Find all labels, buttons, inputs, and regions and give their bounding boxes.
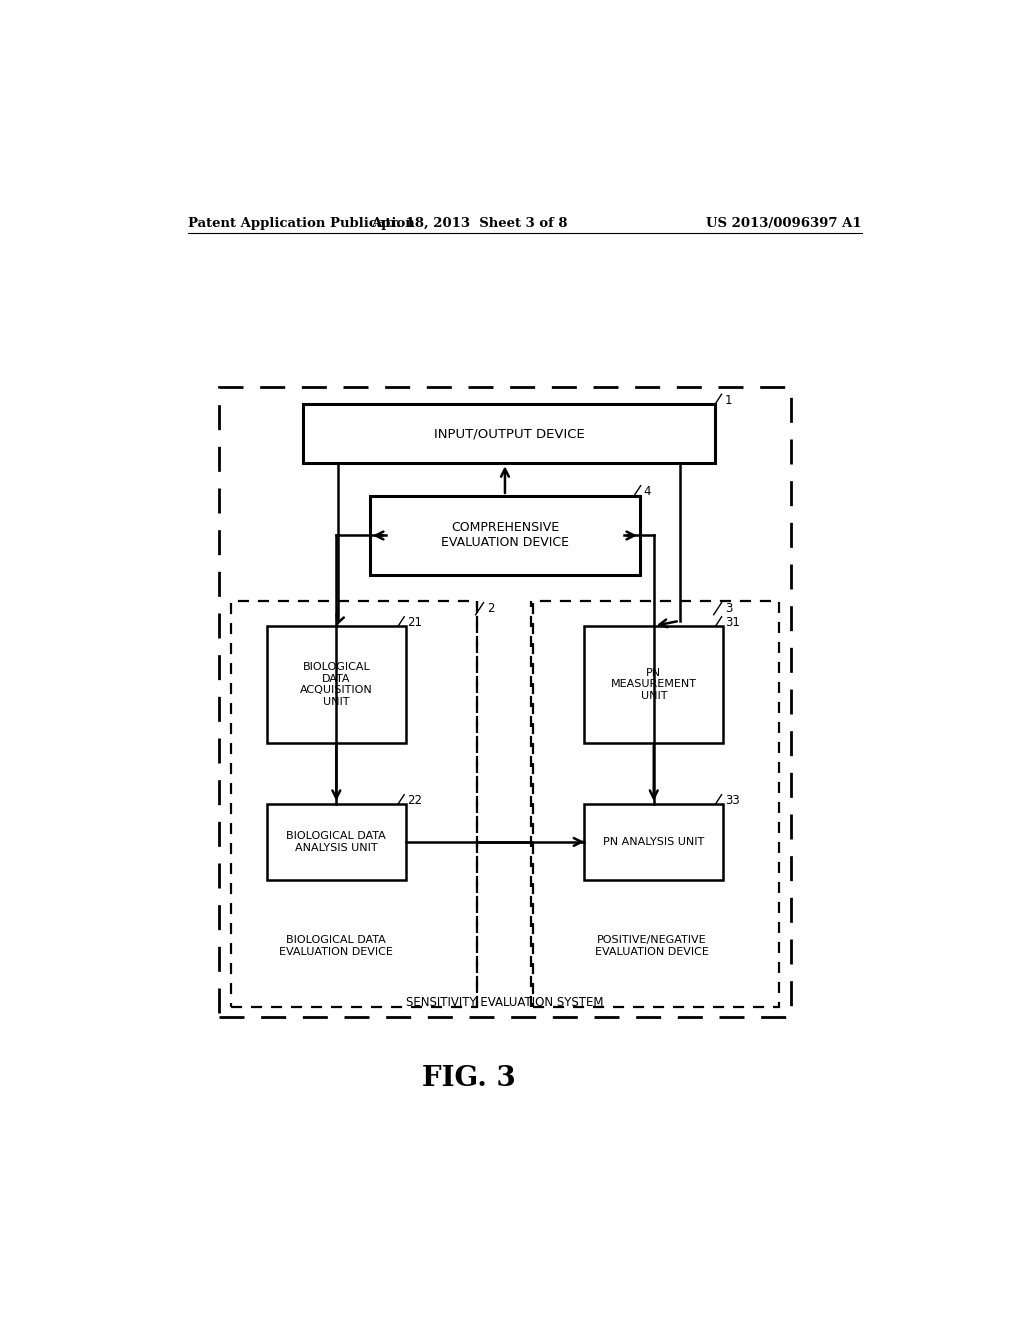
Bar bbox=[219, 387, 791, 1018]
Text: 31: 31 bbox=[725, 616, 739, 630]
Text: 2: 2 bbox=[486, 602, 495, 615]
Text: BIOLOGICAL
DATA
ACQUISITION
UNIT: BIOLOGICAL DATA ACQUISITION UNIT bbox=[300, 663, 373, 706]
Text: SENSITIVITY EVALUATION SYSTEM: SENSITIVITY EVALUATION SYSTEM bbox=[407, 995, 604, 1008]
Bar bbox=[585, 626, 723, 743]
Text: BIOLOGICAL DATA
EVALUATION DEVICE: BIOLOGICAL DATA EVALUATION DEVICE bbox=[279, 936, 393, 957]
Text: PN ANALYSIS UNIT: PN ANALYSIS UNIT bbox=[603, 837, 705, 847]
Text: 3: 3 bbox=[725, 602, 732, 615]
Text: POSITIVE/NEGATIVE
EVALUATION DEVICE: POSITIVE/NEGATIVE EVALUATION DEVICE bbox=[595, 936, 709, 957]
Text: Apr. 18, 2013  Sheet 3 of 8: Apr. 18, 2013 Sheet 3 of 8 bbox=[371, 216, 567, 230]
Text: BIOLOGICAL DATA
ANALYSIS UNIT: BIOLOGICAL DATA ANALYSIS UNIT bbox=[287, 832, 386, 853]
Text: FIG. 3: FIG. 3 bbox=[422, 1065, 516, 1092]
Bar bbox=[585, 804, 723, 880]
Bar bbox=[231, 601, 477, 1007]
Bar bbox=[267, 804, 406, 880]
Text: 4: 4 bbox=[644, 486, 651, 498]
Bar bbox=[303, 404, 715, 463]
Text: 1: 1 bbox=[725, 393, 732, 407]
Bar bbox=[267, 626, 406, 743]
Text: INPUT/OUTPUT DEVICE: INPUT/OUTPUT DEVICE bbox=[433, 428, 585, 441]
Text: 33: 33 bbox=[725, 795, 739, 808]
Text: PN
MEASUREMENT
UNIT: PN MEASUREMENT UNIT bbox=[610, 668, 696, 701]
Text: 21: 21 bbox=[408, 616, 422, 630]
Text: US 2013/0096397 A1: US 2013/0096397 A1 bbox=[707, 216, 862, 230]
Text: COMPREHENSIVE
EVALUATION DEVICE: COMPREHENSIVE EVALUATION DEVICE bbox=[441, 521, 569, 549]
Bar bbox=[370, 496, 640, 576]
Text: Patent Application Publication: Patent Application Publication bbox=[187, 216, 415, 230]
Text: 22: 22 bbox=[408, 795, 422, 808]
Bar bbox=[532, 601, 779, 1007]
